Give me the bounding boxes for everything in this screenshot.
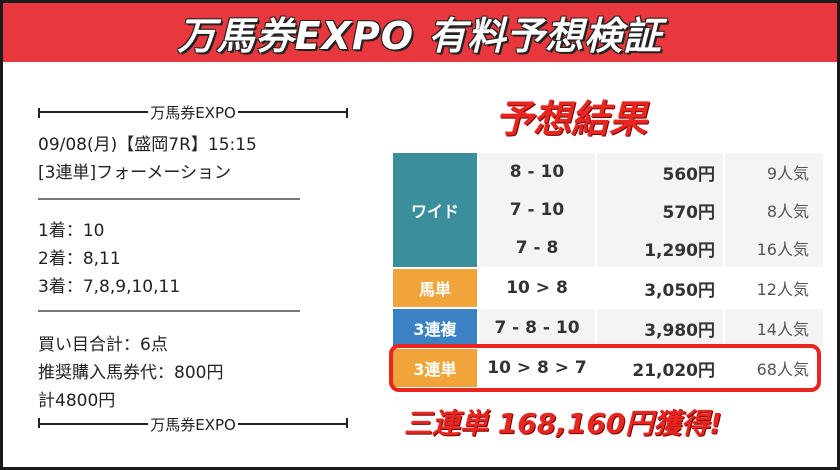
ticket-brand-top: 万馬券EXPO [150, 103, 236, 122]
bonus-text: 三連単 168,160円獲得! [404, 407, 723, 440]
ticket-brand-bottom: 万馬券EXPO [150, 415, 236, 434]
ticket-brand-bottom-row: 万馬券EXPO [38, 414, 349, 434]
payout: 570円 [662, 202, 716, 223]
combo: 7 - 8 [515, 238, 559, 258]
result-row-sanrenpuku: 3連複 7 - 8 - 10 3,980円 14人気 [393, 309, 823, 347]
row-label: 3連単 [393, 349, 477, 387]
ticket-bet-type: [3連単]フォーメーション [38, 163, 232, 183]
combo: 10 > 8 > 7 [487, 358, 587, 378]
ticket-total-amount: 計4800円 [38, 391, 116, 411]
row-label: 馬単 [393, 269, 477, 307]
ticket-corner-top-right [346, 108, 348, 118]
combo-cell: 8 - 10 7 - 10 7 - 8 [477, 153, 595, 267]
popularity: 68人気 [756, 360, 809, 379]
ticket-recommended: 推奨購入馬券代：800円 [38, 363, 224, 383]
popularity: 8人気 [766, 202, 809, 221]
payout: 560円 [662, 164, 716, 185]
ticket-second: 2着：8,11 [38, 249, 121, 269]
payout: 3,980円 [644, 320, 715, 341]
ticket-first: 1着：10 [38, 221, 105, 241]
combo: 7 - 10 [509, 200, 565, 220]
combo: 8 - 10 [509, 162, 565, 182]
combo: 7 - 8 - 10 [494, 318, 580, 338]
popularity: 12人気 [756, 280, 809, 299]
popularity: 9人気 [766, 164, 809, 183]
payout: 21,020円 [632, 360, 715, 381]
highlight-box [389, 344, 821, 392]
ticket-third: 3着：7,8,9,10,11 [38, 277, 181, 297]
payout-cell: 560円 570円 1,290円 [595, 153, 723, 267]
banner-title: 万馬券EXPO 有料予想検証 [177, 14, 663, 58]
popularity-cell: 9人気 8人気 16人気 [723, 153, 823, 267]
ticket-divider [38, 198, 300, 200]
combo: 10 > 8 [506, 278, 568, 298]
ticket-race: 09/08(月)【盛岡7R】15:15 [38, 135, 257, 155]
result-row-sanrentan: 3連単 10 > 8 > 7 21,020円 68人気 [393, 349, 823, 387]
row-label: 3連複 [393, 309, 477, 347]
payout: 1,290円 [644, 240, 715, 261]
popularity: 14人気 [756, 320, 809, 339]
ticket-corner-top-left [38, 108, 40, 118]
result-title: 予想結果 [495, 97, 648, 141]
ticket-divider [38, 310, 300, 312]
ticket-brand-top-row: 万馬券EXPO [38, 102, 349, 122]
result-row-umatan: 馬単 10 > 8 3,050円 12人気 [393, 269, 823, 307]
row-label: ワイド [393, 153, 477, 267]
popularity: 16人気 [756, 240, 809, 259]
ticket-corner-bottom-left [38, 418, 40, 428]
ticket-total-points: 買い目合計：6点 [38, 335, 168, 355]
payout: 3,050円 [644, 280, 715, 301]
result-row-wide: ワイド 8 - 10 7 - 10 7 - 8 560円 570円 1,290円… [393, 153, 823, 267]
ticket-corner-bottom-right [346, 418, 348, 428]
header-banner: 万馬券EXPO 有料予想検証 [3, 3, 837, 62]
